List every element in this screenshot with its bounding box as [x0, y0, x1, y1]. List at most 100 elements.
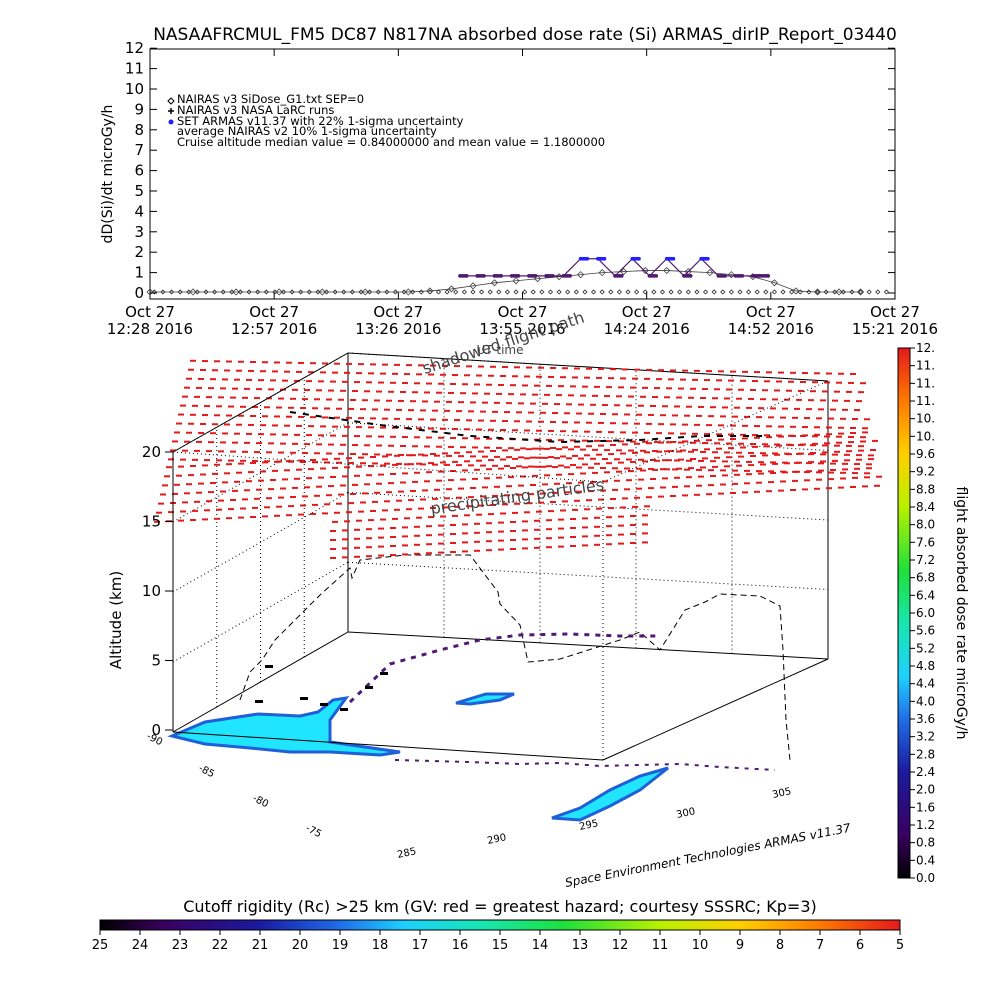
dose-rate-tick-label: 4.0	[916, 694, 935, 708]
legend-entry: NAIRAS v3 NASA LaRC runs	[177, 103, 334, 117]
top-x-tick-label-time: 15:21 2016	[852, 320, 938, 338]
top-y-tick-label: 7	[134, 141, 144, 159]
top-y-tick-label: 4	[134, 202, 144, 220]
dose-rate-tick-label: 7.2	[916, 553, 935, 567]
longitude-tick-label: 295	[578, 818, 599, 833]
rigidity-tick-label: 9	[736, 938, 744, 953]
altitude-tick-label: 5	[151, 652, 161, 670]
armas-point	[740, 273, 745, 278]
flight-marker	[265, 665, 273, 668]
cutoff-rigidity-ground-map	[167, 692, 669, 822]
longitude-tick-label: 305	[771, 786, 792, 801]
nairas-v3-point	[512, 277, 520, 285]
top-x-tick-label-date: Oct 27	[125, 303, 175, 321]
nairas-v3-point	[469, 282, 477, 290]
dose-rate-tick-label: 0.4	[916, 853, 935, 867]
baseline-marker	[720, 289, 726, 295]
baseline-marker	[754, 289, 760, 295]
nairas-v3-point	[490, 279, 499, 287]
rigidity-tick-label: 24	[132, 938, 149, 953]
baseline-marker	[875, 289, 881, 295]
cube-left-top	[172, 352, 349, 453]
armas-point	[671, 256, 676, 261]
baseline-marker	[634, 289, 640, 295]
baseline-marker	[599, 289, 605, 295]
precipitating-particle-field	[154, 359, 882, 559]
baseline-marker	[625, 289, 631, 295]
baseline-marker	[522, 289, 528, 295]
nairas-v3-point	[189, 288, 197, 296]
dose-rate-tick-label: 7.6	[916, 535, 935, 549]
top-y-tick-label: 5	[134, 182, 144, 200]
baseline-marker	[771, 289, 777, 295]
nairas-v3-point	[232, 288, 240, 296]
baseline-marker	[479, 289, 485, 295]
latitude-tick-label: -90	[145, 731, 165, 748]
baseline-marker	[418, 289, 424, 295]
baseline-marker	[461, 289, 467, 295]
antarctic-peninsula-west	[167, 695, 401, 757]
top-x-tick-label-date: Oct 27	[746, 303, 796, 321]
top-y-tick-label: 3	[134, 223, 144, 241]
cube-back-base	[347, 631, 829, 660]
rigidity-tick-label: 19	[332, 938, 349, 953]
dose-rate-colorbar-label: flight absorbed dose rate microGy/h	[953, 487, 969, 740]
dose-rate-tick-label: 9.6	[916, 447, 935, 461]
armas-point	[533, 273, 538, 278]
dose-rate-tick-label: 4.8	[916, 659, 935, 673]
top-x-tick-label-time: 14:24 2016	[604, 320, 690, 338]
baseline-marker	[797, 289, 803, 295]
rigidity-tick-label: 18	[372, 938, 389, 953]
rigidity-tick-label: 5	[896, 938, 904, 953]
dose-rate-tick-label: 2.0	[916, 783, 935, 797]
baseline-marker	[694, 289, 700, 295]
dose-rate-tick-label: 1.2	[916, 818, 935, 832]
dose-rate-tick-label: 2.4	[916, 765, 935, 779]
back-wall-gridline	[347, 422, 829, 451]
nairas-v3-line	[150, 270, 861, 293]
baseline-marker	[444, 289, 450, 295]
baseline-marker	[857, 289, 864, 295]
baseline-marker	[547, 289, 554, 295]
armas-point	[568, 273, 572, 278]
left-wall-gridline	[172, 561, 349, 663]
legend-entry: SET ARMAS v11.37 with 22% 1-sigma uncert…	[177, 114, 464, 128]
altitude-tick-label: 0	[151, 721, 161, 739]
armas-point	[516, 273, 521, 278]
nairas-v3-point	[706, 269, 714, 277]
nairas-v3-point	[577, 271, 585, 279]
legend-entry: Cruise altitude median value = 0.8400000…	[177, 135, 605, 149]
rigidity-tick-label: 17	[412, 938, 429, 953]
dose-rate-tick-label: 8.0	[916, 518, 935, 532]
baseline-marker	[642, 289, 648, 295]
nairas-v3-point	[598, 269, 606, 277]
nairas-v3-point	[770, 279, 778, 287]
rigidity-tick-label: 23	[172, 938, 189, 953]
dose-rate-tick-label: 5.2	[916, 641, 935, 655]
flight-marker	[300, 697, 308, 700]
rigidity-tick-label: 15	[492, 938, 509, 953]
rigidity-tick-label: 14	[532, 938, 549, 953]
altitude-ticks: 0 5 10 15 20	[142, 443, 173, 739]
rigidity-tick-label: 25	[92, 938, 109, 953]
nairas-v3-point	[620, 268, 628, 276]
flight-ground-track	[394, 759, 776, 771]
altitude-axis-label: Altitude (km)	[107, 571, 125, 669]
rigidity-tick-label: 13	[572, 938, 589, 953]
armas-point	[766, 273, 771, 278]
dose-rate-tick-label: 5.6	[916, 624, 935, 638]
nairas-v3-point	[856, 288, 865, 296]
baseline-marker	[530, 289, 536, 295]
cube-right-base	[602, 658, 829, 761]
baseline-marker	[746, 289, 752, 295]
rigidity-tick-label: 8	[776, 938, 784, 953]
dose-rate-tick-label: 8.8	[916, 482, 935, 496]
top-x-tick-label-date: Oct 27	[498, 303, 548, 321]
nairas-v3-point	[361, 288, 369, 296]
baseline-marker	[616, 289, 622, 295]
longitude-tick-label: 300	[675, 806, 696, 821]
top-y-tick-label: 11	[125, 60, 144, 78]
armas-point	[550, 273, 555, 278]
baseline-marker	[435, 289, 442, 295]
